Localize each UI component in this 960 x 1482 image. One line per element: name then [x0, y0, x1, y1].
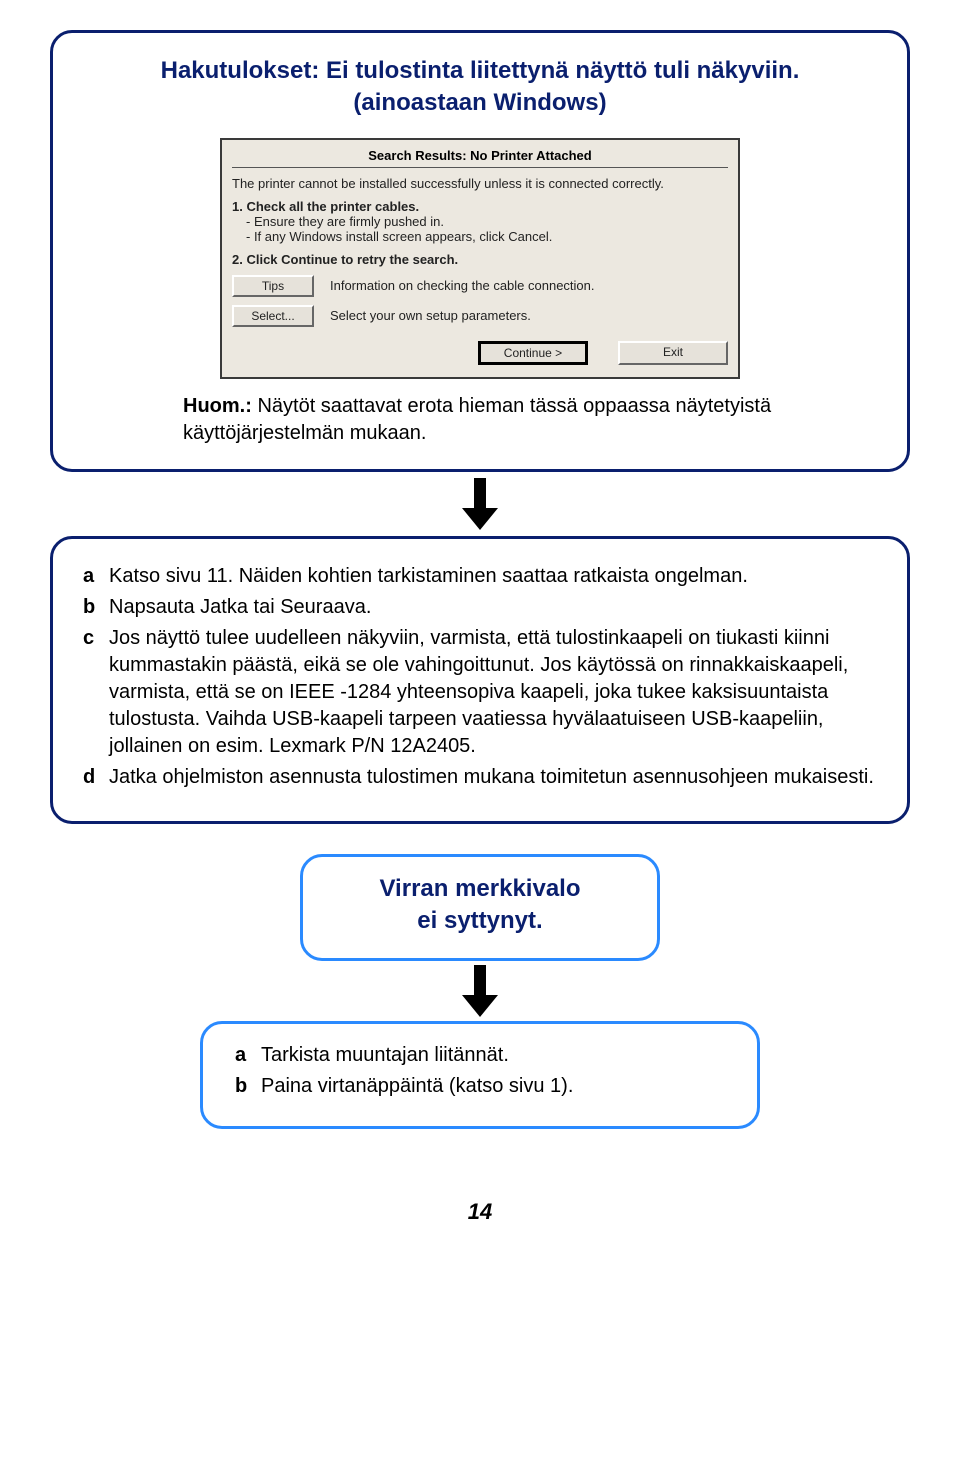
step-text: Paina virtanäppäintä (katso sivu 1). — [261, 1073, 725, 1100]
step-list-ab: a Tarkista muuntajan liitännät. b Paina … — [235, 1042, 725, 1100]
dialog-no-printer: Search Results: No Printer Attached The … — [220, 138, 740, 379]
dialog-step-list: 1. Check all the printer cables. - Ensur… — [232, 199, 728, 267]
step-b: b Napsauta Jatka tai Seuraava. — [83, 594, 877, 621]
page-number: 14 — [50, 1199, 910, 1225]
step-text: Tarkista muuntajan liitännät. — [261, 1042, 725, 1069]
dialog-step-1: 1. Check all the printer cables. - Ensur… — [232, 199, 728, 244]
step-list-abcd: a Katso sivu 11. Näiden kohtien tarkista… — [83, 563, 877, 791]
heading-power-light: Virran merkkivalo ei syttynyt. — [323, 873, 637, 938]
heading-line-1: Hakutulokset: Ei tulostinta liitettynä n… — [161, 57, 800, 84]
note-bold: Huom.: — [183, 395, 252, 417]
step-label: c — [83, 625, 109, 760]
tips-button[interactable]: Tips — [232, 275, 314, 297]
section-search-results: Hakutulokset: Ei tulostinta liitettynä n… — [50, 30, 910, 472]
arrow-down-icon — [50, 478, 910, 530]
arrow-down-icon — [50, 965, 910, 1017]
dialog-step-2: 2. Click Continue to retry the search. — [232, 252, 728, 267]
step-c: c Jos näyttö tulee uudelleen näkyviin, v… — [83, 625, 877, 760]
heading-search-results: Hakutulokset: Ei tulostinta liitettynä n… — [83, 55, 877, 120]
dialog-step1-sub2: - If any Windows install screen appears,… — [232, 229, 728, 244]
heading-line-2: (ainoastaan Windows) — [353, 89, 606, 116]
select-text: Select your own setup parameters. — [330, 308, 531, 323]
section-power-light: Virran merkkivalo ei syttynyt. — [300, 854, 660, 961]
step-text: Jos näyttö tulee uudelleen näkyviin, var… — [109, 625, 877, 760]
step-text: Katso sivu 11. Näiden kohtien tarkistami… — [109, 563, 877, 590]
exit-button[interactable]: Exit — [618, 341, 728, 365]
dialog-step1-head: 1. Check all the printer cables. — [232, 199, 728, 214]
dialog-step2-head: 2. Click Continue to retry the search. — [232, 252, 728, 267]
dialog-button-row: Continue > Exit — [232, 341, 728, 365]
step-b: b Paina virtanäppäintä (katso sivu 1). — [235, 1073, 725, 1100]
step-label: b — [83, 594, 109, 621]
select-button[interactable]: Select... — [232, 305, 314, 327]
step-label: d — [83, 764, 109, 791]
dialog-divider — [232, 167, 728, 168]
dialog-screenshot-wrap: Search Results: No Printer Attached The … — [83, 138, 877, 379]
section-steps-ab: a Tarkista muuntajan liitännät. b Paina … — [200, 1021, 760, 1129]
step-text: Napsauta Jatka tai Seuraava. — [109, 594, 877, 621]
step-a: a Katso sivu 11. Näiden kohtien tarkista… — [83, 563, 877, 590]
dialog-step1-sub1: - Ensure they are firmly pushed in. — [232, 214, 728, 229]
dialog-title: Search Results: No Printer Attached — [232, 148, 728, 163]
step-label: a — [83, 563, 109, 590]
continue-button[interactable]: Continue > — [478, 341, 588, 365]
heading3-line1: Virran merkkivalo — [379, 875, 580, 902]
dialog-row-tips: Tips Information on checking the cable c… — [232, 275, 728, 297]
note-text: Huom.: Näytöt saattavat erota hieman täs… — [183, 393, 797, 447]
step-text: Jatka ohjelmiston asennusta tulostimen m… — [109, 764, 877, 791]
dialog-row-select: Select... Select your own setup paramete… — [232, 305, 728, 327]
dialog-intro: The printer cannot be installed successf… — [232, 176, 728, 191]
step-label: a — [235, 1042, 261, 1069]
step-d: d Jatka ohjelmiston asennusta tulostimen… — [83, 764, 877, 791]
tips-text: Information on checking the cable connec… — [330, 278, 595, 293]
step-a: a Tarkista muuntajan liitännät. — [235, 1042, 725, 1069]
note-body: Näytöt saattavat erota hieman tässä oppa… — [183, 395, 771, 444]
heading3-line2: ei syttynyt. — [417, 907, 542, 934]
section-steps-abcd: a Katso sivu 11. Näiden kohtien tarkista… — [50, 536, 910, 824]
step-label: b — [235, 1073, 261, 1100]
